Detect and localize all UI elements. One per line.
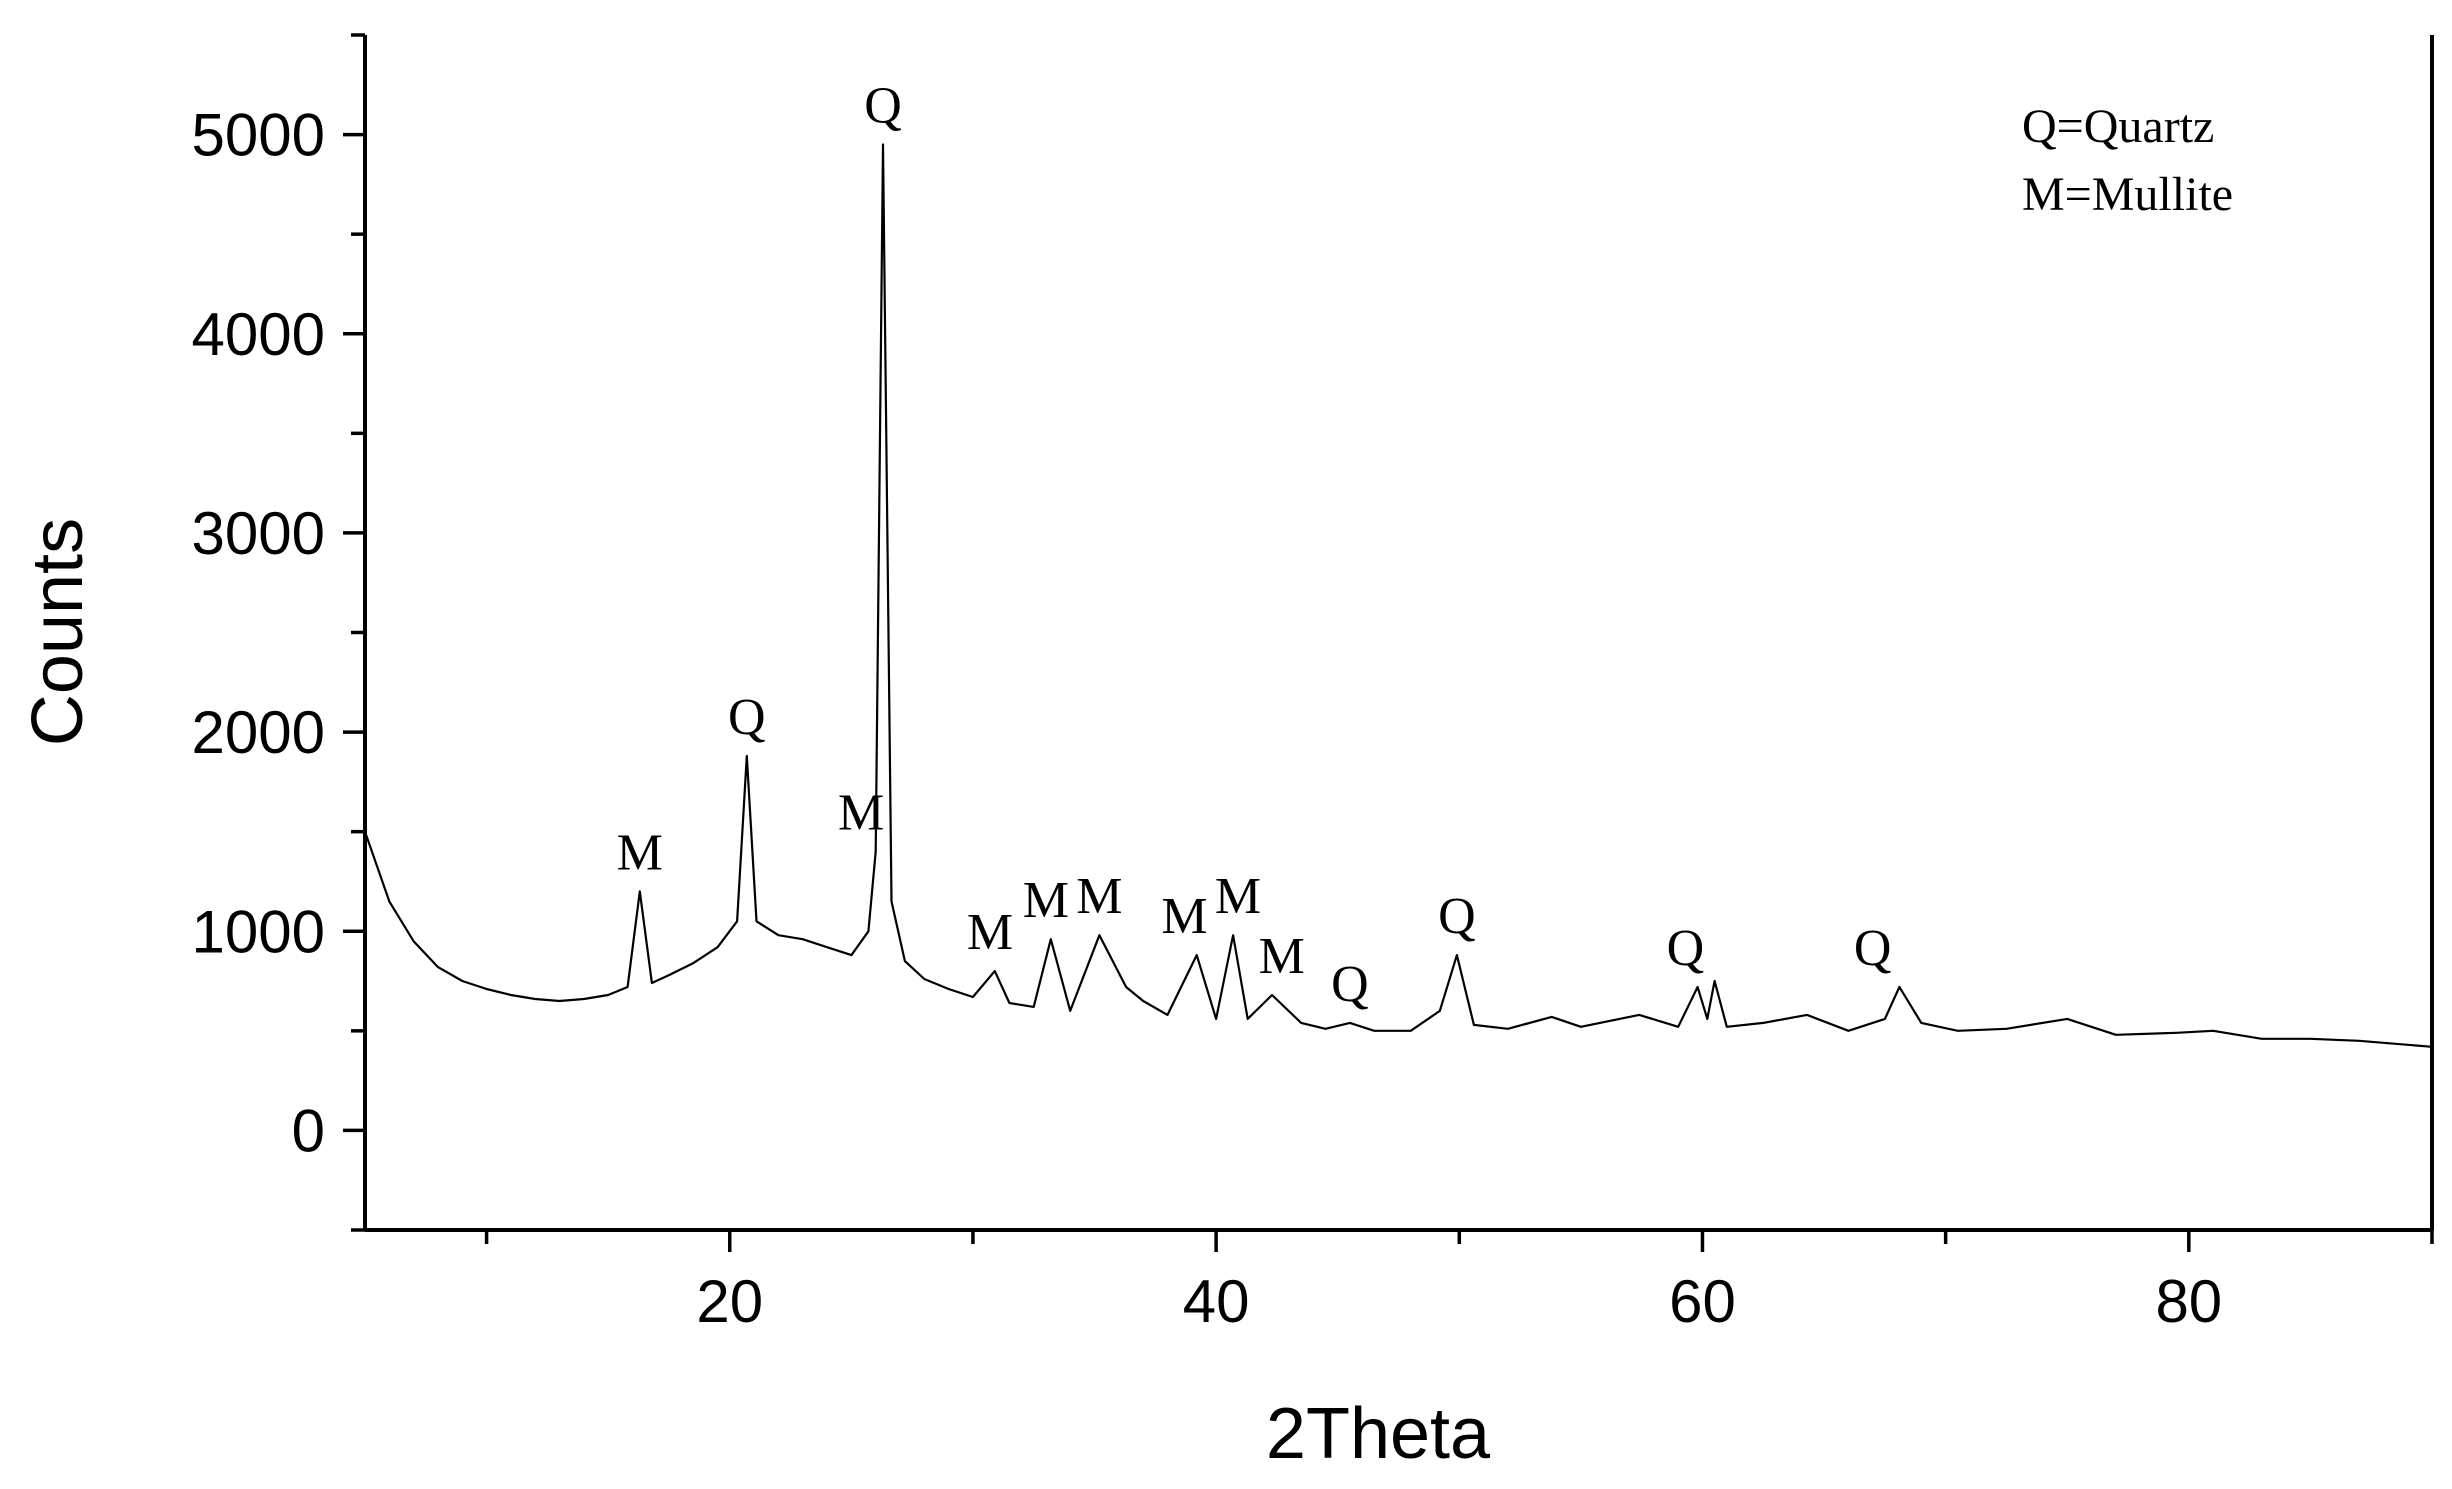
y-axis-title: Counts	[18, 518, 98, 746]
trace-layer	[363, 143, 2433, 1048]
peak-label-m: M	[1215, 868, 1261, 925]
peak-label-q: Q	[864, 78, 902, 135]
peak-label-m: M	[1259, 928, 1305, 985]
axis-ticks: 20 40 60 80 0 1000 2000 3000 4000 5000	[192, 33, 2434, 1335]
legend: Q=Quartz M=Mullite	[2022, 100, 2233, 221]
peak-label-m: M	[1023, 872, 1069, 929]
legend-entry-quartz: Q=Quartz	[2022, 100, 2214, 153]
y-tick-label: 0	[292, 1097, 325, 1164]
peak-label-q: Q	[1667, 920, 1705, 977]
peak-label-m: M	[838, 785, 884, 842]
peak-label-m: M	[967, 904, 1013, 961]
peak-label-m: M	[617, 824, 663, 881]
x-tick-label: 20	[696, 1268, 763, 1335]
y-tick-label: 1000	[192, 898, 325, 965]
y-tick-label: 3000	[192, 500, 325, 567]
x-axis-title: 2Theta	[1266, 1394, 1491, 1474]
peak-label-m: M	[1161, 888, 1207, 945]
xrd-trace-line	[363, 143, 2433, 1048]
y-tick-label: 2000	[192, 699, 325, 766]
x-tick-label: 60	[1669, 1268, 1736, 1335]
peak-label-q: Q	[728, 689, 766, 746]
y-tick-label: 5000	[192, 102, 325, 169]
y-tick-label: 4000	[192, 301, 325, 368]
peak-label-q: Q	[1438, 888, 1476, 945]
peak-label-m: M	[1076, 868, 1122, 925]
x-tick-label: 80	[2155, 1268, 2222, 1335]
peak-label-q: Q	[1331, 956, 1369, 1013]
legend-entry-mullite: M=Mullite	[2022, 168, 2233, 221]
peak-label-q: Q	[1854, 920, 1892, 977]
x-tick-label: 40	[1183, 1268, 1250, 1335]
